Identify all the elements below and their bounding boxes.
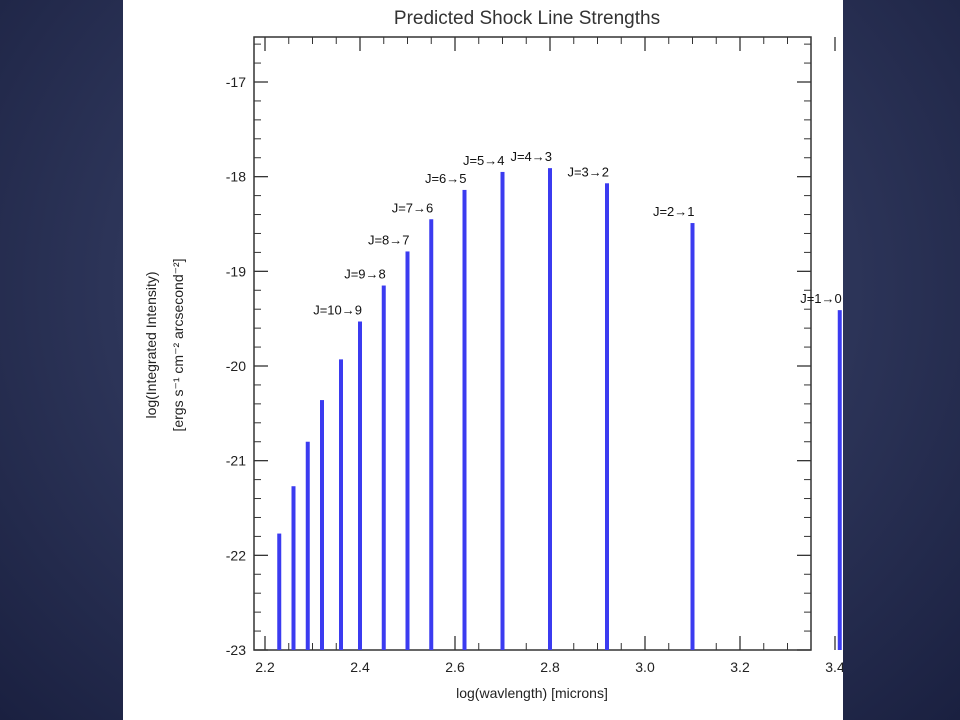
bar-label: J=8→7 xyxy=(368,232,410,247)
bar xyxy=(429,219,434,650)
x-tick-label: 3.0 xyxy=(635,659,655,675)
bar xyxy=(277,533,282,650)
bar xyxy=(381,285,386,650)
x-tick-label: 2.4 xyxy=(350,659,370,675)
bar xyxy=(305,441,310,650)
bar-label: J=7→6 xyxy=(392,200,434,215)
bar xyxy=(500,171,505,650)
y-tick-label: -21 xyxy=(226,453,246,469)
bar-label: J=3→2 xyxy=(567,164,609,179)
bar xyxy=(605,183,609,650)
y-axis-label-line2: [ergs s⁻¹ cm⁻² arcsecond⁻²] xyxy=(170,258,186,431)
y-tick-label: -20 xyxy=(226,358,246,374)
bar xyxy=(320,400,324,650)
chart: Predicted Shock Line Strengths -23 -22 -21… xyxy=(143,8,843,701)
bar xyxy=(405,251,410,650)
x-axis-label: log(wavlength) [microns] xyxy=(456,685,608,701)
y-tick-label: -23 xyxy=(226,642,246,658)
x-tick-label: 3.2 xyxy=(730,659,750,675)
bar-label: J=1→0 xyxy=(800,291,842,306)
y-tick-label: -18 xyxy=(226,169,246,185)
bar xyxy=(358,321,362,650)
slide-panel: Predicted Shock Line Strengths -23 -22 -21… xyxy=(123,0,843,720)
plot-area xyxy=(253,36,812,651)
bar-label: J=5→4 xyxy=(463,153,505,168)
x-tick-label: 2.2 xyxy=(255,659,275,675)
y-tick-label: -17 xyxy=(226,74,246,90)
x-axis: 2.2 2.4 2.6 2.8 3.0 3.2 3.4 xyxy=(255,37,843,675)
bar xyxy=(837,310,842,650)
bar-labels-group: J=10→9 J=9→8 J=8→7 J=7→6 J=6→5 J=5→4 J=4→3 J=3→… xyxy=(313,149,842,317)
y-axis: -23 -22 -21 -20 -19 -18 -17 xyxy=(226,43,811,658)
bar xyxy=(548,168,552,650)
bar-label: J=6→5 xyxy=(425,171,467,186)
bars-group xyxy=(277,168,842,651)
bar-label: J=2→1 xyxy=(653,204,695,219)
bar-label: J=10→9 xyxy=(313,303,362,318)
bar xyxy=(291,486,296,650)
bar-label: J=4→3 xyxy=(510,149,552,164)
bar xyxy=(690,223,695,650)
y-tick-label: -19 xyxy=(226,263,246,279)
x-tick-label: 2.8 xyxy=(540,659,560,675)
plot-frame xyxy=(253,36,812,651)
bar xyxy=(462,189,467,651)
bar-label: J=9→8 xyxy=(344,267,386,282)
bar xyxy=(339,359,343,650)
y-tick-label: -22 xyxy=(226,547,246,563)
x-tick-label: 3.4 xyxy=(825,659,843,675)
x-tick-label: 2.6 xyxy=(445,659,465,675)
chart-title: Predicted Shock Line Strengths xyxy=(394,8,660,29)
y-axis-label-line1: log(Integrated Intensity) xyxy=(143,271,159,418)
